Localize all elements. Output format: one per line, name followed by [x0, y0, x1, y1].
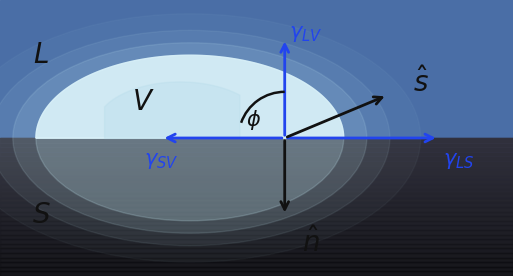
Bar [0, 207, 513, 212]
Text: $L$: $L$ [33, 41, 49, 69]
Bar [0, 143, 513, 147]
Bar [0, 225, 513, 230]
Bar [0, 138, 513, 276]
Text: $S$: $S$ [32, 201, 50, 229]
Text: $\gamma_{LV}$: $\gamma_{LV}$ [288, 25, 322, 44]
Bar [0, 152, 513, 156]
Text: $\gamma_{SV}$: $\gamma_{SV}$ [144, 152, 179, 171]
Bar [0, 166, 513, 170]
Bar [0, 138, 513, 143]
Bar [0, 253, 513, 258]
Text: $\gamma_{LS}$: $\gamma_{LS}$ [443, 152, 475, 171]
Bar [0, 0, 513, 138]
Bar [0, 147, 513, 152]
Bar [0, 239, 513, 244]
Bar [0, 179, 513, 184]
Text: $\phi$: $\phi$ [246, 108, 262, 132]
Bar [0, 271, 513, 276]
Bar [0, 212, 513, 216]
Bar [0, 156, 513, 161]
Bar [0, 267, 513, 271]
Text: $\hat{s}$: $\hat{s}$ [413, 67, 428, 98]
Bar [0, 230, 513, 235]
Bar [0, 189, 513, 193]
Bar [0, 221, 513, 225]
Circle shape [36, 55, 344, 221]
Bar [0, 216, 513, 221]
Bar [0, 202, 513, 207]
Bar [0, 175, 513, 179]
Circle shape [0, 30, 390, 246]
Bar [0, 235, 513, 239]
Bar [0, 248, 513, 253]
Text: $V$: $V$ [132, 88, 155, 116]
Circle shape [13, 43, 367, 233]
Polygon shape [36, 55, 344, 138]
Bar [0, 244, 513, 248]
Bar [0, 262, 513, 267]
Bar [0, 258, 513, 262]
Bar [0, 193, 513, 198]
Text: $\hat{n}$: $\hat{n}$ [302, 227, 319, 258]
Bar [0, 198, 513, 202]
Bar [0, 170, 513, 175]
Bar [0, 161, 513, 166]
Bar [0, 184, 513, 189]
